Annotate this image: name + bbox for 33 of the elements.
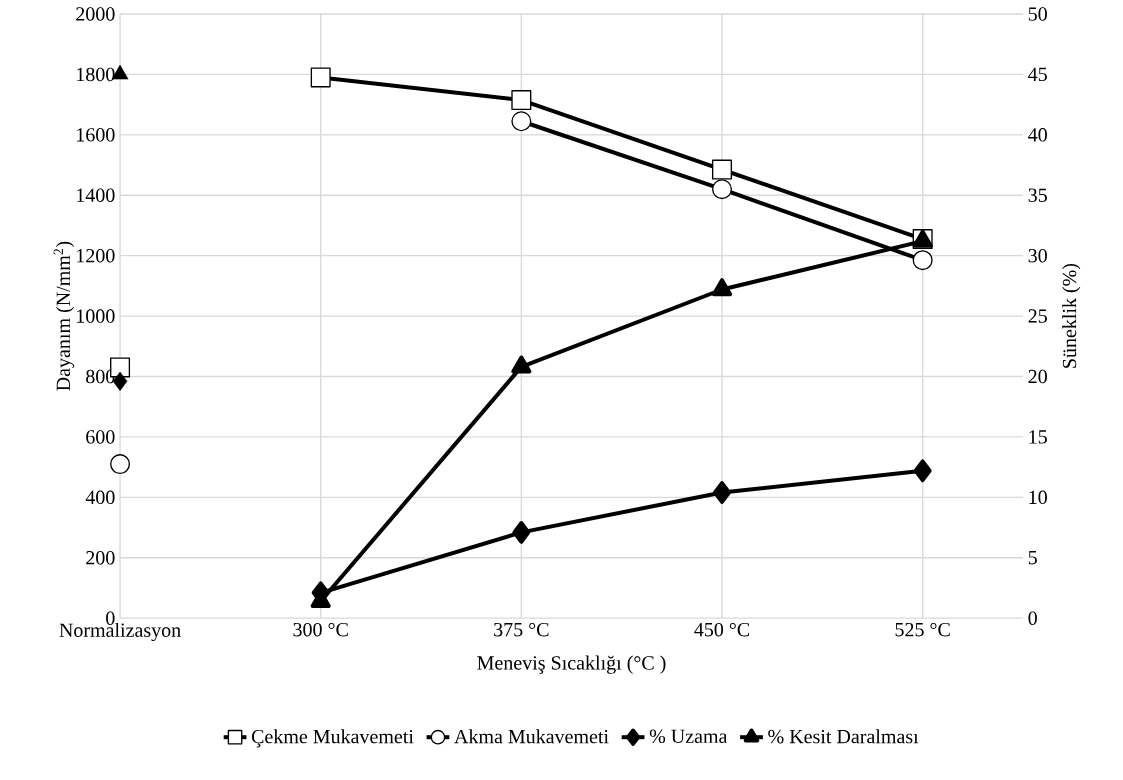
x-axis-title: Meneviş Sıcaklığı (°C ) bbox=[477, 655, 666, 674]
y2-tick-label: 30 bbox=[1028, 248, 1047, 263]
y2-tick-label: 10 bbox=[1029, 490, 1047, 504]
legend-label: % Kesit Daralması bbox=[768, 729, 919, 744]
y-tick-label: 600 bbox=[86, 430, 115, 444]
y-tick-label: 1200 bbox=[77, 248, 115, 263]
y2-tick-label: 15 bbox=[1029, 430, 1047, 444]
y2-tick-label: 25 bbox=[1028, 309, 1047, 323]
x-tick-label: 525 °C bbox=[895, 622, 950, 637]
y-tick-label: 1600 bbox=[77, 127, 115, 142]
x-tick-label: 450 °C bbox=[694, 622, 750, 637]
y2-tick-label: 5 bbox=[1028, 551, 1037, 565]
y-tick-label: 1000 bbox=[77, 309, 115, 323]
y-tick-label: 1800 bbox=[77, 67, 115, 82]
legend-label: % Uzama bbox=[649, 729, 728, 744]
x-tick-label: 300 °C bbox=[293, 622, 348, 637]
x-tick-label: 375 °C bbox=[494, 622, 549, 637]
y2-axis-title: Süneklik (%) bbox=[1062, 263, 1081, 368]
y2-tick-label: 40 bbox=[1028, 127, 1047, 142]
legend-label: Çekme Mukavemeti bbox=[251, 729, 414, 748]
y-tick-label: 0 bbox=[106, 611, 115, 625]
y2-tick-label: 35 bbox=[1028, 188, 1047, 202]
x-tick-label: Normalizasyon bbox=[59, 622, 181, 641]
y-tick-label: 400 bbox=[85, 490, 115, 504]
y2-tick-label: 50 bbox=[1028, 7, 1047, 21]
y2-tick-label: 0 bbox=[1028, 611, 1037, 625]
y-tick-label: 2000 bbox=[76, 7, 115, 21]
y2-tick-label: 20 bbox=[1028, 369, 1047, 384]
y-axis-title: Dayanım (N/mm$^{2}$) bbox=[53, 241, 75, 391]
y-tick-label: 1400 bbox=[77, 188, 115, 202]
y2-tick-label: 45 bbox=[1028, 67, 1047, 81]
legend-label: Akma Mukavemeti bbox=[454, 729, 609, 744]
y-tick-label: 200 bbox=[86, 550, 115, 565]
